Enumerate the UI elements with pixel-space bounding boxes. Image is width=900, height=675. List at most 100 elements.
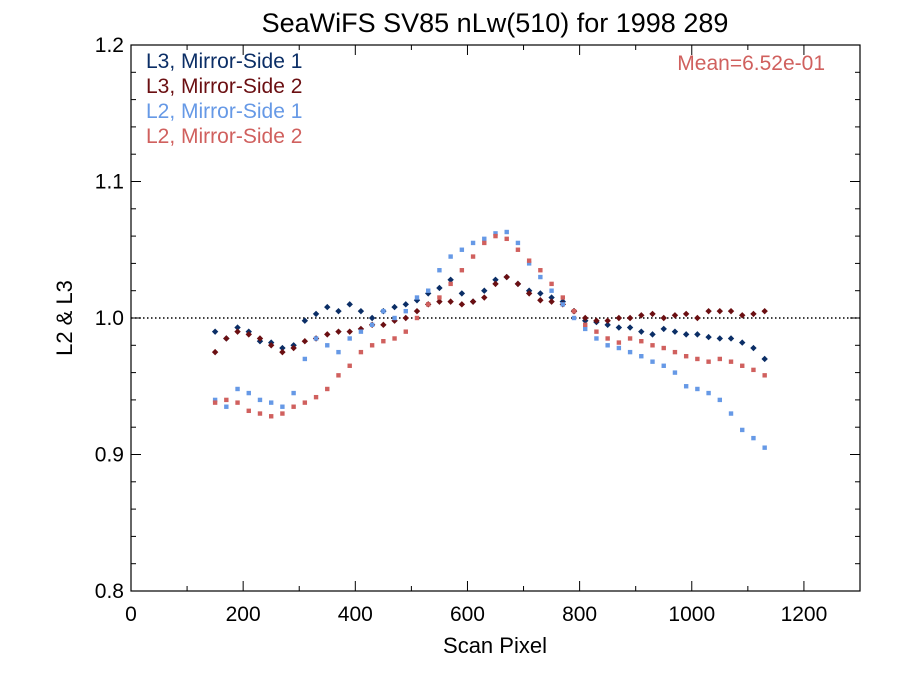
point-s4-36 xyxy=(605,336,610,341)
point-s4-20 xyxy=(426,302,431,307)
point-s1-18 xyxy=(402,301,409,308)
point-s4-47 xyxy=(728,359,734,364)
point-s1-37 xyxy=(615,324,623,331)
point-s4-3 xyxy=(235,400,240,405)
point-s2-30 xyxy=(537,297,544,304)
point-s1-11 xyxy=(324,303,331,311)
point-s3-34 xyxy=(583,326,588,332)
point-s1-38 xyxy=(626,324,634,331)
chart-title: SeaWiFS SV85 nLw(510) for 1998 289 xyxy=(262,8,729,38)
point-s1-31 xyxy=(548,294,555,301)
point-s1-30 xyxy=(537,290,544,297)
legend-entry-2: L3, Mirror-Side 2 xyxy=(146,75,302,98)
point-s4-42 xyxy=(672,349,678,355)
point-s1-12 xyxy=(335,307,342,315)
point-s2-47 xyxy=(727,307,735,315)
axis-ticks: 0 200 400 600 800 1000 1200 0.8 0.9 1.0 1.1 1.2 xyxy=(95,34,860,626)
point-s2-25 xyxy=(481,294,488,301)
point-s2-3 xyxy=(234,328,241,335)
point-s1-17 xyxy=(391,303,398,311)
point-s4-18 xyxy=(403,329,408,334)
point-s1-47 xyxy=(727,335,735,342)
point-s2-31 xyxy=(548,298,555,305)
point-s3-45 xyxy=(706,390,711,396)
point-s4-46 xyxy=(717,356,723,362)
point-s2-41 xyxy=(660,314,667,322)
point-s4-35 xyxy=(594,329,599,334)
point-s3-28 xyxy=(515,240,521,246)
point-s3-11 xyxy=(325,343,330,348)
point-s3-32 xyxy=(560,302,565,307)
point-s4-25 xyxy=(482,240,487,246)
y-axis-label: L2 & L3 xyxy=(52,280,77,356)
legend-entry-1: L3, Mirror-Side 1 xyxy=(146,50,302,73)
point-s4-43 xyxy=(683,354,689,359)
point-s2-16 xyxy=(380,321,387,329)
point-s4-27 xyxy=(504,236,509,242)
point-s1-39 xyxy=(638,328,645,335)
point-s3-47 xyxy=(728,411,734,416)
point-s2-27 xyxy=(503,273,510,281)
point-s4-48 xyxy=(740,363,745,368)
point-s2-39 xyxy=(638,312,645,319)
point-s2-37 xyxy=(615,314,623,322)
point-s4-8 xyxy=(291,404,296,409)
point-s3-13 xyxy=(347,336,352,341)
point-s3-49 xyxy=(751,435,756,441)
point-s1-41 xyxy=(660,325,667,333)
x-tick-label-4: 800 xyxy=(562,603,597,626)
point-s2-29 xyxy=(525,290,533,297)
point-s3-1 xyxy=(212,397,218,403)
point-s3-2 xyxy=(224,404,229,409)
point-s4-32 xyxy=(560,295,565,300)
y-tick-label-2: 1.0 xyxy=(95,307,124,330)
x-axis-label: Scan Pixel xyxy=(443,633,547,658)
point-s3-16 xyxy=(381,308,386,314)
point-s2-22 xyxy=(447,298,454,305)
point-s4-30 xyxy=(538,268,543,273)
point-s3-14 xyxy=(358,329,364,334)
point-s1-22 xyxy=(447,276,454,283)
point-s3-19 xyxy=(414,295,420,300)
point-s4-6 xyxy=(268,414,274,419)
point-s3-35 xyxy=(594,336,599,341)
point-s2-8 xyxy=(290,344,297,352)
point-s1-44 xyxy=(694,331,701,338)
point-s2-26 xyxy=(492,280,499,288)
point-s2-34 xyxy=(582,314,589,322)
point-s3-33 xyxy=(571,315,577,321)
point-s4-21 xyxy=(437,295,442,300)
point-s2-43 xyxy=(682,310,690,318)
point-s4-17 xyxy=(392,336,397,341)
point-s4-22 xyxy=(448,281,453,287)
point-s1-50 xyxy=(761,355,768,363)
point-s1-48 xyxy=(739,339,746,346)
point-s2-48 xyxy=(739,312,746,319)
point-s3-40 xyxy=(650,359,655,364)
point-s3-17 xyxy=(392,315,397,321)
point-s4-29 xyxy=(526,258,532,263)
point-s3-26 xyxy=(493,231,498,236)
point-s3-30 xyxy=(538,274,543,280)
point-s1-15 xyxy=(368,314,376,322)
point-s1-43 xyxy=(682,331,690,338)
point-s1-42 xyxy=(671,328,679,335)
point-s4-7 xyxy=(280,411,285,416)
point-s3-8 xyxy=(291,390,296,396)
point-s3-4 xyxy=(246,390,251,396)
point-s2-35 xyxy=(593,317,600,324)
point-s3-29 xyxy=(526,261,532,266)
point-s4-31 xyxy=(549,281,554,287)
point-s4-11 xyxy=(325,386,330,392)
y-tick-label-3: 1.1 xyxy=(95,171,124,194)
point-s1-1 xyxy=(211,328,219,335)
point-s4-40 xyxy=(650,343,655,348)
point-s2-4 xyxy=(245,331,252,338)
point-s3-27 xyxy=(504,229,509,235)
point-s4-4 xyxy=(246,408,251,414)
point-s4-34 xyxy=(583,322,588,328)
point-s2-38 xyxy=(626,314,634,322)
point-s3-50 xyxy=(762,445,767,450)
point-s2-50 xyxy=(761,307,768,315)
point-s3-3 xyxy=(235,386,240,392)
